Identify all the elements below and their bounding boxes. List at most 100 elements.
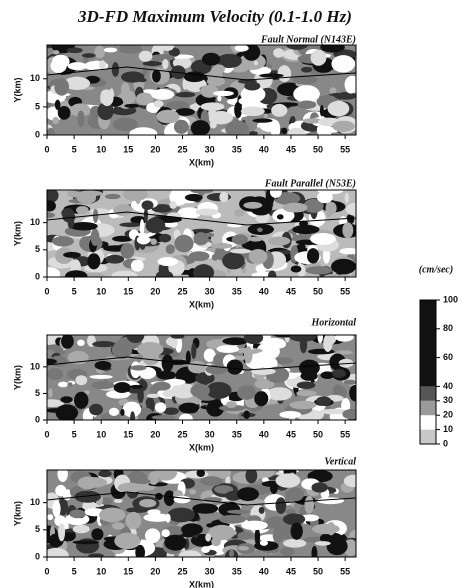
map-blob — [291, 75, 318, 85]
map-blob — [158, 233, 172, 243]
map-blob — [303, 198, 324, 213]
map-blob — [297, 100, 317, 109]
map-blob — [120, 243, 135, 259]
map-blob — [200, 102, 225, 111]
map-blob — [142, 60, 162, 67]
map-blob — [50, 81, 69, 86]
x-tick-label: 50 — [313, 286, 323, 296]
map-blob — [67, 216, 75, 229]
map-blob — [191, 228, 214, 233]
map-blob — [273, 48, 284, 58]
colorbar-frame — [419, 299, 437, 445]
map-blob — [316, 191, 333, 204]
fault-trace — [47, 491, 356, 506]
colorbar-tick-label: 40 — [443, 381, 453, 391]
map-blob — [87, 253, 101, 270]
map-blob — [173, 119, 189, 134]
map-blob — [72, 524, 90, 534]
map-blob — [277, 65, 292, 82]
map-blob — [139, 499, 157, 508]
map-blob — [123, 190, 148, 202]
map-blob — [339, 248, 356, 255]
panel: Fault Normal (N143E)0 5 10 15 20 25 30 35 40 45 50… — [12, 34, 357, 167]
map-blob — [262, 477, 269, 483]
map-texture — [47, 45, 356, 135]
x-tick-label: 25 — [178, 566, 188, 576]
panel-title: Vertical — [324, 456, 356, 467]
panel-title: Fault Normal (N143E) — [260, 34, 356, 45]
map-blob — [206, 381, 232, 399]
map-blob — [112, 522, 125, 530]
x-tick-label: 0 — [44, 286, 49, 296]
colorbar-segment — [420, 415, 436, 430]
map-blob — [135, 92, 154, 106]
map-blob — [254, 391, 269, 407]
map-blob — [120, 408, 125, 416]
map-blob — [166, 100, 189, 111]
map-blob — [205, 533, 212, 542]
map-blob — [151, 88, 175, 100]
map-blob — [314, 541, 331, 546]
map-blob — [130, 411, 136, 420]
map-blob — [88, 553, 104, 557]
map-blob — [155, 492, 163, 501]
map-blob — [170, 335, 185, 339]
colorbar-tick-label: 0 — [443, 438, 448, 448]
map-blob — [156, 370, 177, 380]
map-blob — [47, 358, 57, 365]
map-blob — [310, 49, 327, 66]
map-blob — [142, 66, 148, 76]
map-blob — [184, 193, 203, 202]
x-tick-label: 50 — [313, 566, 323, 576]
map-blob — [327, 100, 350, 117]
map-blob — [52, 116, 60, 125]
map-blob — [329, 87, 337, 95]
map-blob — [47, 212, 55, 219]
x-tick-label: 50 — [313, 429, 323, 439]
map-blob — [89, 374, 113, 379]
map-blob — [211, 537, 221, 547]
map-blob — [208, 110, 234, 125]
panel: Fault Parallel (N53E) 0 5 10 15 20 25 30 35 40 45 5… — [12, 178, 357, 309]
map-blob — [234, 45, 249, 52]
map-blob — [47, 514, 54, 521]
map-blob — [156, 109, 180, 124]
map-blob — [219, 191, 229, 203]
map-blob — [89, 403, 103, 416]
colorbar: (cm/sec) 0 10 20 30 40 60 80 100 — [419, 264, 458, 448]
x-tick-label: 0 — [44, 429, 49, 439]
map-blob — [317, 335, 324, 344]
map-blob — [280, 548, 288, 553]
map-blob — [113, 204, 133, 216]
x-tick-label: 20 — [150, 566, 160, 576]
map-blob — [189, 489, 197, 495]
map-blob — [244, 81, 261, 91]
map-blob — [113, 382, 131, 393]
map-blob — [47, 547, 69, 557]
fault-trace — [47, 66, 356, 81]
map-blob — [150, 238, 157, 245]
map-blob — [238, 97, 257, 106]
colorbar-tick-label: 10 — [443, 424, 453, 434]
map-blob — [281, 127, 288, 135]
map-blob — [69, 509, 86, 519]
map-blob — [200, 476, 223, 486]
map-blob — [285, 509, 296, 515]
map-blob — [137, 387, 144, 404]
map-blob — [213, 64, 226, 74]
map-blob — [130, 129, 140, 135]
map-blob — [296, 381, 316, 389]
map-blob — [120, 82, 130, 97]
map-blob — [296, 243, 306, 250]
map-blob — [222, 252, 245, 270]
map-blob — [343, 379, 356, 385]
x-tick-label: 15 — [123, 429, 133, 439]
map-blob — [275, 497, 287, 515]
map-blob — [319, 105, 324, 117]
map-blob — [341, 398, 351, 414]
map-blob — [190, 190, 214, 194]
map-blob — [143, 513, 171, 522]
map-blob — [258, 506, 265, 514]
map-blob — [162, 59, 169, 70]
map-blob — [237, 385, 256, 400]
